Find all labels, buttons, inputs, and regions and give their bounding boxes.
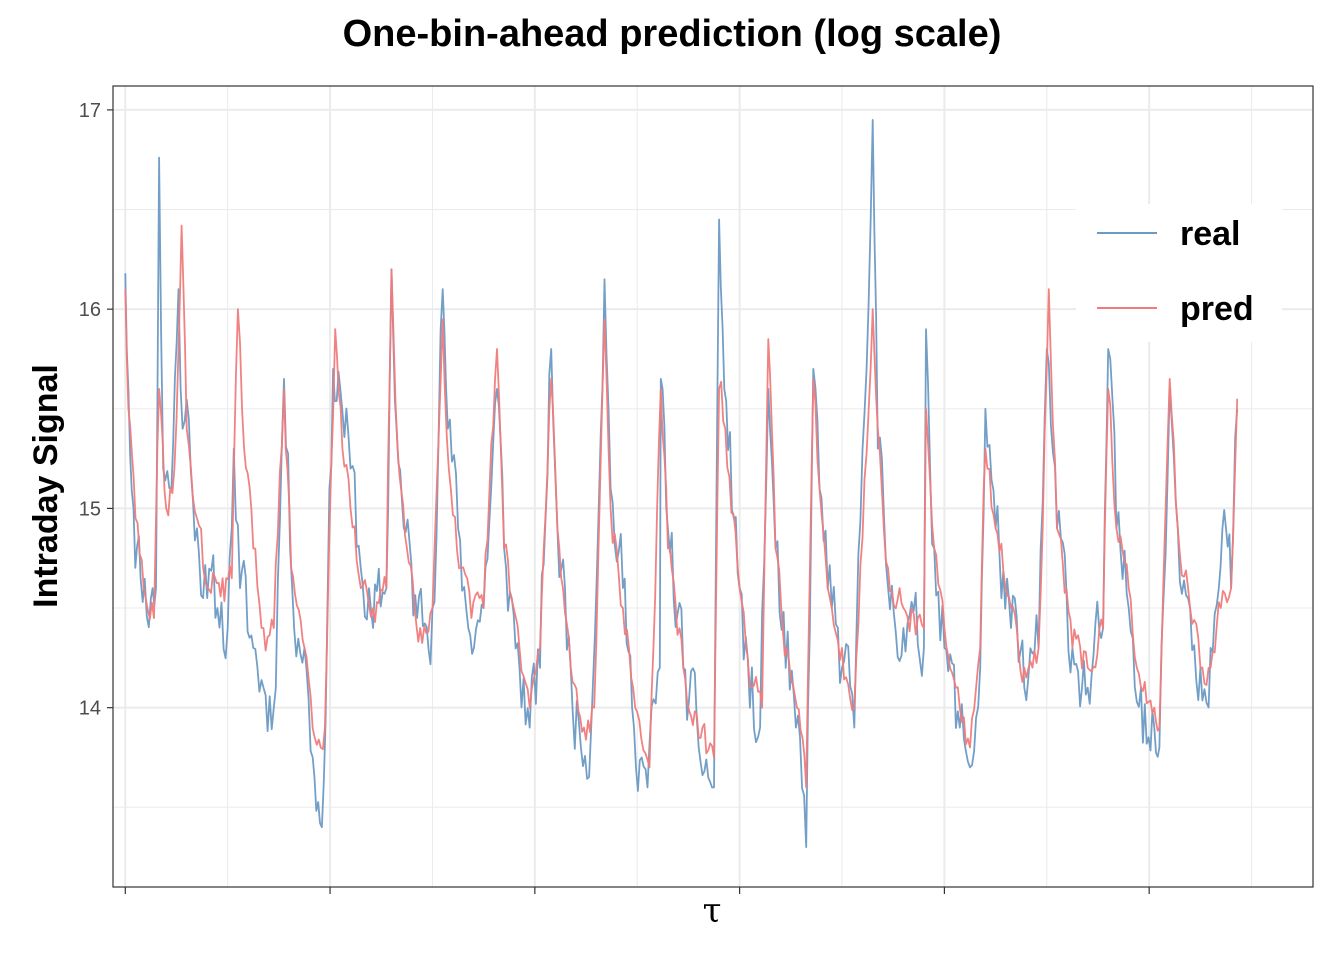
- x-axis-label: τ: [703, 891, 722, 931]
- y-tick-label: 15: [79, 498, 101, 520]
- legend: real pred: [1076, 204, 1282, 342]
- legend-background: [1076, 204, 1282, 342]
- y-axis-label: Intraday Signal: [27, 364, 65, 608]
- x-axis-ticks: [124, 887, 1150, 894]
- y-tick-label: 16: [79, 299, 101, 321]
- y-axis-ticks: 14 15 16 17: [79, 100, 113, 720]
- gridlines: [113, 86, 1313, 887]
- series-line-real: [124, 119, 1239, 848]
- panel-border: [112, 85, 1314, 888]
- series-lines: [124, 119, 1239, 848]
- legend-label-pred: pred: [1180, 290, 1254, 328]
- y-tick-label: 17: [79, 100, 101, 122]
- y-tick-label: 14: [79, 698, 101, 720]
- legend-label-real: real: [1180, 215, 1241, 253]
- chart-title: One-bin-ahead prediction (log scale): [343, 13, 1002, 55]
- series-line-pred: [124, 224, 1239, 789]
